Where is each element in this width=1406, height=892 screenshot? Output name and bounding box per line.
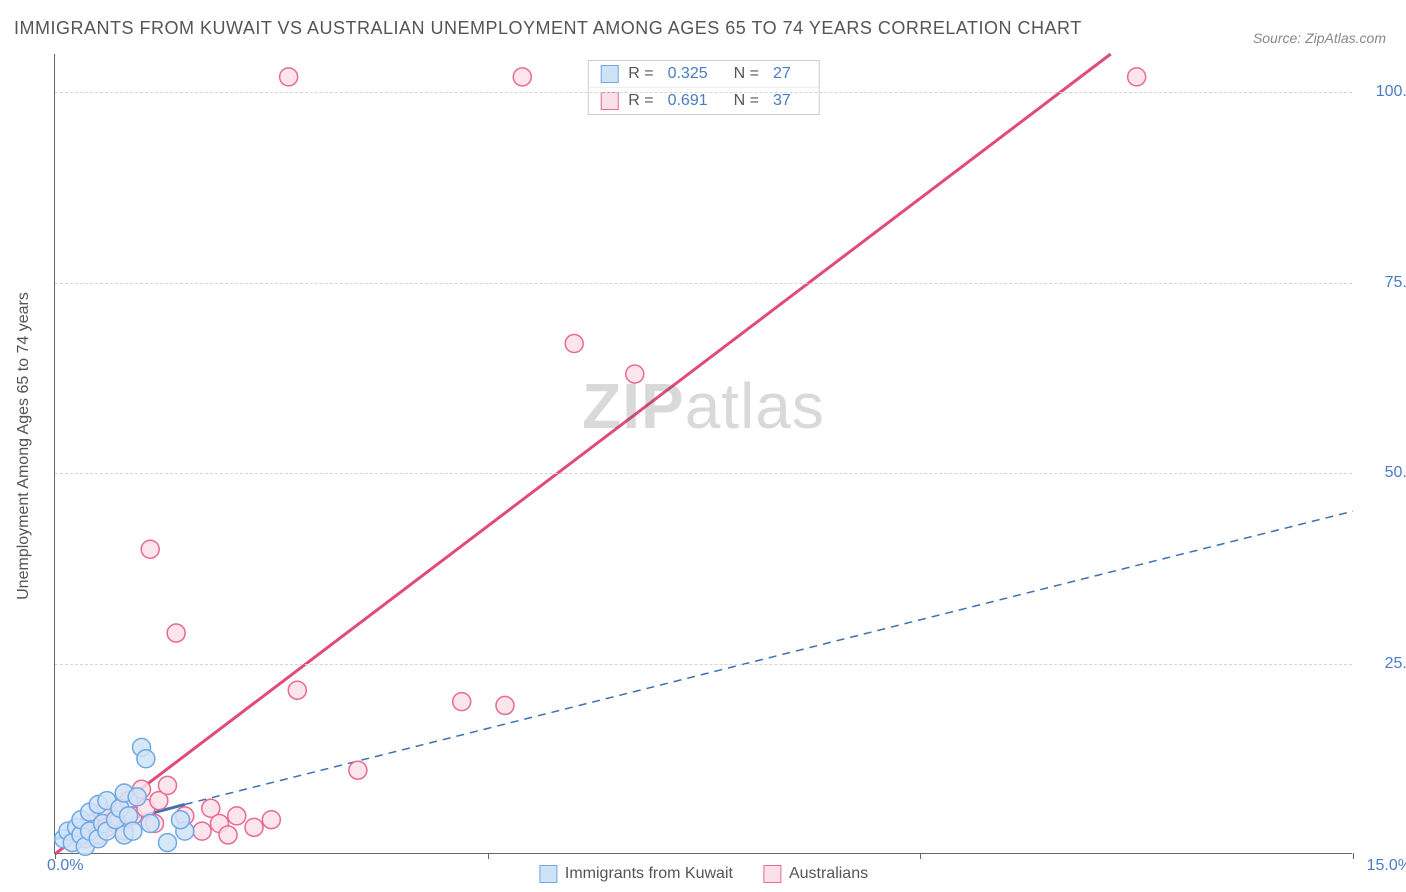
y-tick-label: 25.0% — [1385, 655, 1406, 673]
swatch-blue-icon — [539, 865, 557, 883]
x-tick — [55, 853, 56, 859]
gridline — [55, 283, 1352, 284]
y-tick-label: 50.0% — [1385, 464, 1406, 482]
x-tick — [920, 853, 921, 859]
chart-title: IMMIGRANTS FROM KUWAIT VS AUSTRALIAN UNE… — [14, 18, 1082, 39]
chart-svg — [55, 54, 1352, 853]
x-tick — [1353, 853, 1354, 859]
legend-item-australians: Australians — [763, 865, 868, 883]
legend-row-australians: R =0.691 N =37 — [588, 87, 819, 114]
correlation-legend: R =0.325 N =27 R =0.691 N =37 — [587, 60, 820, 115]
legend-item-kuwait: Immigrants from Kuwait — [539, 865, 733, 883]
y-tick-label: 100.0% — [1376, 83, 1406, 101]
x-tick — [488, 853, 489, 859]
swatch-pink-icon — [763, 865, 781, 883]
chart-plot-area: R =0.325 N =27 R =0.691 N =37 ZIPatlas 0… — [54, 54, 1352, 854]
legend-row-kuwait: R =0.325 N =27 — [588, 61, 819, 87]
legend-label: Australians — [789, 865, 868, 883]
gridline — [55, 92, 1352, 93]
swatch-blue-icon — [600, 65, 618, 83]
series-legend: Immigrants from Kuwait Australians — [539, 865, 868, 883]
y-tick-label: 75.0% — [1385, 274, 1406, 292]
x-tick-max: 15.0% — [1367, 857, 1406, 875]
y-axis-label: Unemployment Among Ages 65 to 74 years — [15, 292, 33, 600]
gridline — [55, 473, 1352, 474]
r-value-kuwait: 0.325 — [668, 65, 708, 83]
r-value-australians: 0.691 — [668, 92, 708, 110]
swatch-pink-icon — [600, 92, 618, 110]
n-value-kuwait: 27 — [773, 65, 791, 83]
legend-label: Immigrants from Kuwait — [565, 865, 733, 883]
gridline — [55, 664, 1352, 665]
n-value-australians: 37 — [773, 92, 791, 110]
x-tick-min: 0.0% — [47, 857, 83, 875]
source-label: Source: ZipAtlas.com — [1253, 30, 1386, 46]
